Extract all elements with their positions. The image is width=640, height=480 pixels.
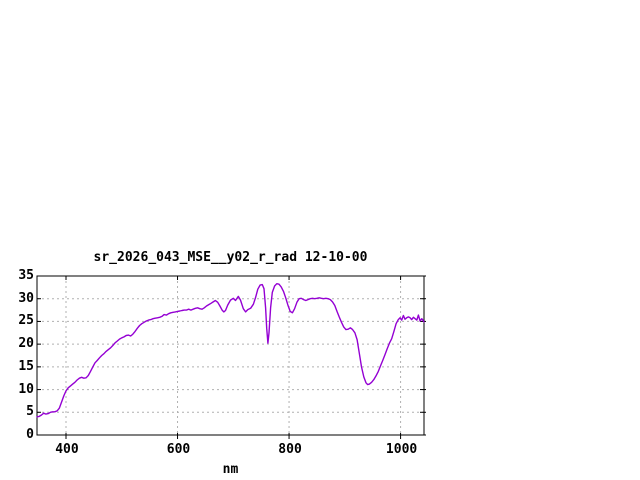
- chart-title: sr_2026_043_MSE__y02_r_rad 12-10-00: [93, 250, 368, 265]
- x-tick-label: 400: [55, 442, 79, 457]
- y-tick-label: 20: [18, 336, 34, 352]
- y-tick-label: 5: [26, 404, 34, 420]
- y-tick-label: 15: [18, 358, 34, 374]
- x-tick-label: 600: [166, 442, 191, 457]
- x-tick-label: 1000: [385, 442, 418, 457]
- x-axis-title: nm: [222, 462, 239, 477]
- x-tick-label: 800: [278, 442, 302, 457]
- y-tick-label: 35: [18, 268, 34, 283]
- y-tick-label: 30: [18, 290, 34, 306]
- y-tick-label: 0: [26, 427, 34, 442]
- plot-border: [36, 275, 425, 436]
- y-tick-label: 10: [18, 381, 34, 397]
- data-curve: [36, 283, 425, 418]
- y-tick-label: 25: [18, 313, 34, 329]
